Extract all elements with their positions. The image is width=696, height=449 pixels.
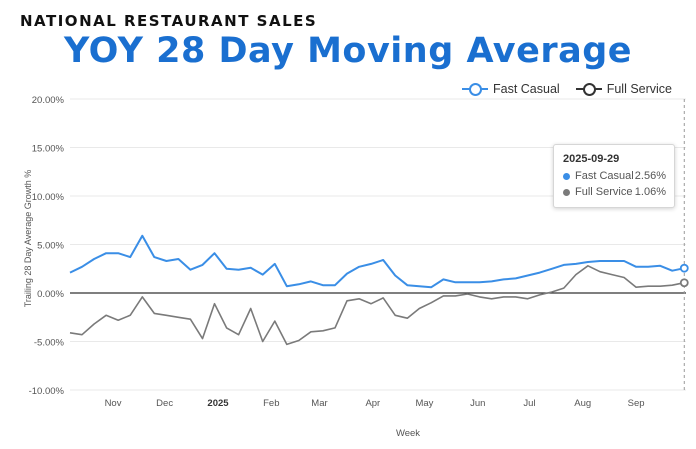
y-tick-label: 10.00% [32, 192, 65, 203]
y-tick-label: -5.00% [34, 338, 65, 349]
legend-item-fast-casual[interactable]: Fast Casual [462, 82, 560, 96]
y-tick-label: 15.00% [32, 144, 65, 155]
tooltip-row-full-service: Full Service 1.06% [563, 186, 666, 198]
y-axis-title: Trailing 28 Day Average Growth % [23, 170, 33, 308]
tooltip-date: 2025-09-29 [563, 153, 620, 165]
y-tick-label: 5.00% [37, 241, 64, 252]
y-tick-label: 20.00% [32, 95, 65, 106]
y-tick-label: -10.00% [29, 386, 65, 397]
tooltip-name-fast-casual: Fast Casual [575, 170, 634, 182]
x-tick-label: Apr [365, 398, 380, 409]
legend-label-full-service: Full Service [606, 82, 672, 96]
x-tick-label: Jul [523, 398, 535, 409]
tooltip-dot-full-service-icon [563, 188, 570, 196]
y-tick-label: 0.00% [37, 289, 64, 300]
tooltip-value-fast-casual: 2.56% [634, 170, 666, 182]
x-tick-label: Mar [311, 398, 327, 409]
tooltip-value-full-service: 1.06% [634, 186, 666, 198]
series-line-full-service [69, 264, 685, 346]
legend-label-fast-casual: Fast Casual [493, 82, 560, 96]
x-tick-label: Sep [628, 398, 645, 409]
x-tick-label: 2025 [207, 398, 229, 409]
page-kicker: NATIONAL RESTAURANT SALES [20, 12, 318, 30]
x-tick-label: Dec [156, 398, 173, 409]
series-line-fast-casual [69, 234, 685, 289]
hover-point-fast-casual [679, 263, 689, 273]
x-tick-label: Feb [263, 398, 279, 409]
hover-tooltip: 2025-09-29 Fast Casual 2.56% Full Servic… [553, 144, 675, 208]
tooltip-name-full-service: Full Service [575, 186, 633, 198]
page-title: YOY 28 Day Moving Average [63, 31, 633, 71]
x-tick-label: May [415, 398, 433, 409]
tooltip-row-fast-casual: Fast Casual 2.56% [563, 170, 666, 182]
legend-swatch-fast-casual-icon [462, 83, 488, 96]
legend-item-full-service[interactable]: Full Service [575, 82, 672, 96]
x-axis-title: Week [396, 428, 420, 439]
x-tick-label: Aug [574, 398, 591, 409]
hover-point-full-service [679, 278, 689, 288]
chart-legend: Fast Casual Full Service [462, 82, 672, 96]
x-tick-label: Jun [470, 398, 485, 409]
legend-swatch-full-service-icon [575, 83, 602, 96]
x-tick-label: Nov [105, 398, 122, 409]
tooltip-dot-fast-casual-icon [563, 172, 570, 180]
